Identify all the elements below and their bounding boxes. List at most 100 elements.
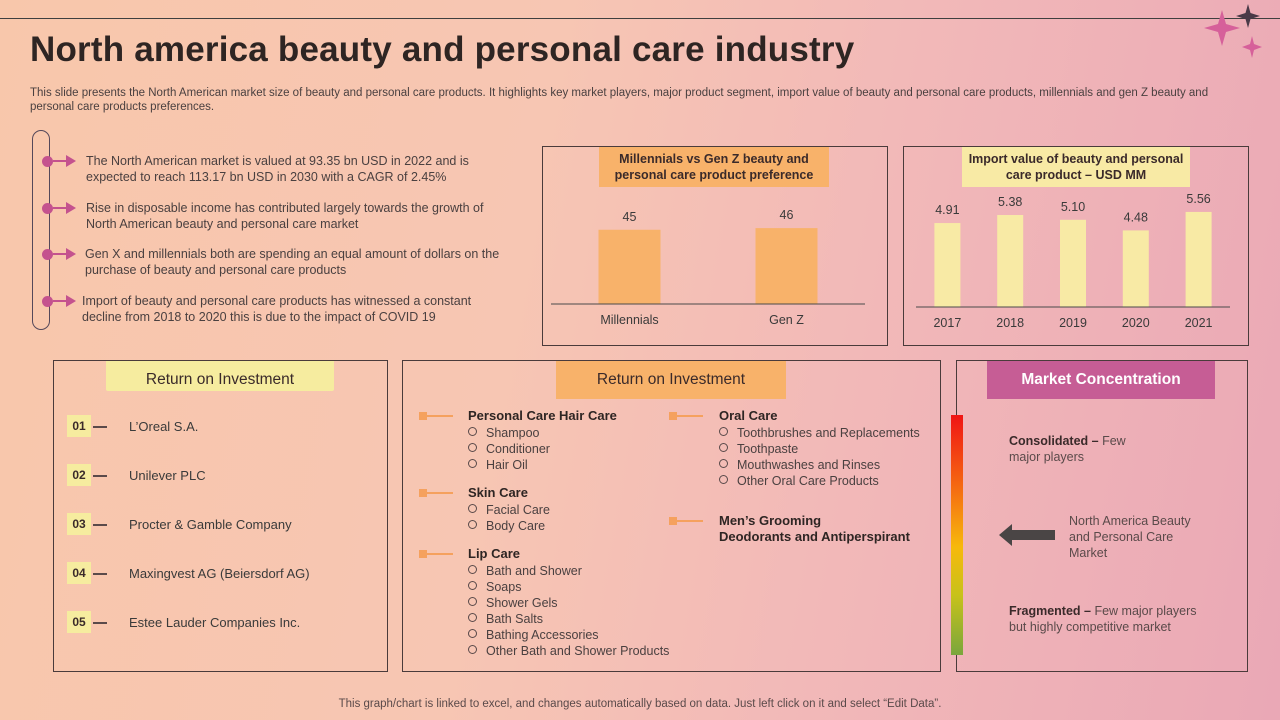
segment-item-label: Bath and Shower [486,564,582,578]
page-subtitle: This slide presents the North American m… [30,87,1209,113]
segment-item: Mouthwashes and Rinses [719,458,880,472]
import-chart-title: Import value of beauty and personal care… [962,147,1190,187]
player-name: Procter & Gamble Company [129,517,292,532]
segment-item: Bathing Accessories [468,628,599,642]
chart-bar [755,228,818,304]
segment-item: Hair Oil [468,458,528,472]
bar-value-label: 46 [780,208,794,222]
roi-players-title: Return on Investment [106,361,334,391]
circle-bullet-icon [468,504,477,513]
player-name: Maxingvest AG (Beiersdorf AG) [129,566,310,581]
arrow-left-icon [999,524,1055,546]
circle-bullet-icon [468,427,477,436]
bar-value-label: 5.56 [1186,192,1210,206]
segment-item-label: Soaps [486,580,522,594]
category-tick-label: Millennials [600,313,658,327]
segment-heading: Men’s Grooming [719,513,822,528]
segment-heading: Lip Care [468,546,521,561]
category-tick-label: 2019 [1059,316,1087,330]
segment-item: Other Oral Care Products [719,474,879,488]
consolidated-text: Few major players [1009,434,1126,464]
circle-bullet-icon [468,520,477,529]
bullet-dot [42,203,53,214]
consolidated-bold: Consolidated – [1009,434,1103,448]
player-number-badge: 02 [67,464,91,486]
segment-item-label: Shampoo [486,426,540,440]
bar-value-label: 4.91 [935,203,959,217]
segment-item-label: Conditioner [486,442,550,456]
circle-bullet-icon [468,565,477,574]
segment-item: Bath Salts [468,612,543,626]
top-divider [0,18,1280,19]
preference-chart-panel: Millennials vs Gen Z beauty and personal… [542,146,888,346]
market-concentration-title: Market Concentration [987,361,1215,399]
segment-item-label: Toothbrushes and Replacements [737,426,920,440]
arrow-right-icon [66,202,76,214]
segment-item: Bath and Shower [468,564,582,578]
segment-item: Shampoo [468,426,540,440]
bullet-arrow-line [53,253,69,255]
bullet-text: Rise in disposable income has contribute… [86,201,484,231]
player-number-badge: 03 [67,513,91,535]
roi-players-panel: Return on Investment 01 L’Oreal S.A. 02 Uni… [53,360,388,672]
segment-marker [669,517,703,525]
chart-bar [1185,211,1212,307]
segment-item-label: Shower Gels [486,596,558,610]
market-concentration-panel: Market Concentration Consolidated – Few … [951,360,1248,672]
concentration-gradient-bar [951,415,963,655]
circle-bullet-icon [468,597,477,606]
fragmented-text: Few major players but highly competitive… [1009,604,1197,634]
segment-marker-line [419,415,453,417]
segment-marker-line [419,492,453,494]
roi-segments-title: Return on Investment [556,361,786,399]
category-tick-label: Gen Z [769,313,804,327]
bar-value-label: 4.48 [1124,210,1148,224]
circle-bullet-icon [719,443,728,452]
bullet-dot [42,156,53,167]
preference-chart-title: Millennials vs Gen Z beauty and personal… [599,147,829,187]
consolidated-label: Consolidated – Few major players [1009,433,1149,465]
player-name: L’Oreal S.A. [129,419,199,434]
arrow-right-icon [66,155,76,167]
segment-item: Conditioner [468,442,550,456]
circle-bullet-icon [719,427,728,436]
segment-item: Shower Gels [468,596,558,610]
segment-item: Soaps [468,580,521,594]
player-connector [93,573,107,575]
import-bar-chart: 4.91 2017 5.38 2018 5.10 2019 4.48 2020 5.56 2021 [916,192,1230,330]
circle-bullet-icon [468,443,477,452]
chart-bar [598,229,661,304]
segment-item-label: Toothpaste [737,442,799,456]
bar-value-label: 5.38 [998,195,1022,209]
bullet-timeline [32,130,50,330]
category-tick-label: 2017 [933,316,961,330]
bullet-text: The North American market is valued at 9… [86,154,469,184]
player-number-badge: 04 [67,562,91,584]
chart-bar [997,215,1024,307]
segment-item-label: Mouthwashes and Rinses [737,458,881,472]
bar-value-label: 5.10 [1061,200,1085,214]
segment-marker [419,550,453,558]
segment-item: Facial Care [468,503,550,517]
segment-item-label: Other Oral Care Products [737,474,879,488]
market-label: North America Beauty and Personal Care M… [1069,514,1191,560]
segment-item: Body Care [468,519,545,533]
fragmented-bold: Fragmented – [1009,604,1095,618]
player-connector [93,622,107,624]
bullet-text: Gen X and millennials both are spending … [85,247,500,277]
segment-marker-line [419,553,453,555]
page-title: North america beauty and personal care i… [30,30,855,69]
arrow-right-icon [66,295,76,307]
segment-heading: Skin Care [468,485,528,500]
segment-marker [419,412,453,420]
circle-bullet-icon [719,475,728,484]
bullet-arrow-line [53,300,69,302]
segment-item-label: Other Bath and Shower Products [486,644,670,658]
category-tick-label: 2020 [1122,316,1150,330]
segment-marker [669,412,703,420]
sparkle-stars-icon [1204,4,1262,58]
fragmented-label: Fragmented – Few major players but highl… [1009,603,1209,635]
segment-item-label: Bathing Accessories [486,628,599,642]
player-connector [93,475,107,477]
circle-bullet-icon [468,613,477,622]
